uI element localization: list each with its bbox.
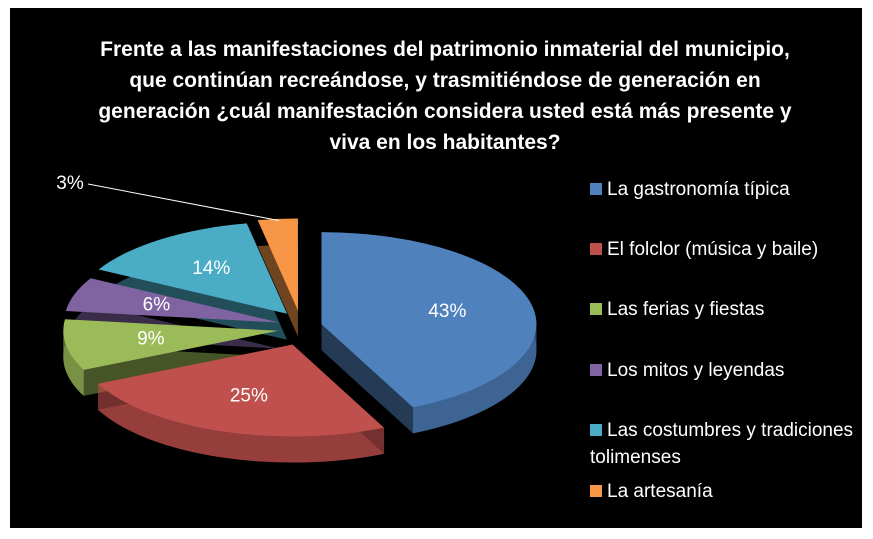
legend-label: Los mitos y leyendas [607,360,785,381]
legend-swatch [590,183,602,195]
data-label: 14% [192,258,230,279]
legend-label: La gastronomía típica [607,179,790,200]
legend-entry: Las ferias y fiestas [590,296,855,323]
slice-side [98,383,385,463]
chart-title: Frente a las manifestaciones del patrimo… [98,38,792,154]
legend-entry: El folclor (música y baile) [590,236,855,263]
slice [98,344,385,437]
data-label: 43% [428,301,466,322]
legend-entry: La artesanía [590,478,855,505]
legend-swatch [590,485,602,497]
legend-swatch [590,364,602,376]
legend-swatch [590,424,602,436]
slice [63,319,279,370]
legend-entry: Los mitos y leyendas [590,357,855,384]
data-label: 9% [137,328,165,349]
leader-line [87,183,279,221]
legend-swatch [590,303,602,315]
legend-entry: Las costumbres y tradiciones tolimenses [590,417,855,471]
legend-swatch [590,243,602,255]
data-label: 6% [143,295,171,316]
legend-label: Las ferias y fiestas [607,299,765,320]
slice-side [63,330,84,396]
slice [321,232,537,408]
slice [65,278,280,323]
legend-entry: La gastronomía típica [590,176,855,203]
slice [257,218,298,311]
data-label: 25% [230,386,268,407]
slice [98,223,288,314]
legend-label: El folclor (música y baile) [607,239,819,260]
data-label: 3% [56,173,84,194]
legend-label: Las costumbres y tradiciones tolimenses [590,420,854,468]
slice-side [413,324,537,434]
legend-label: La artesanía [607,481,713,502]
